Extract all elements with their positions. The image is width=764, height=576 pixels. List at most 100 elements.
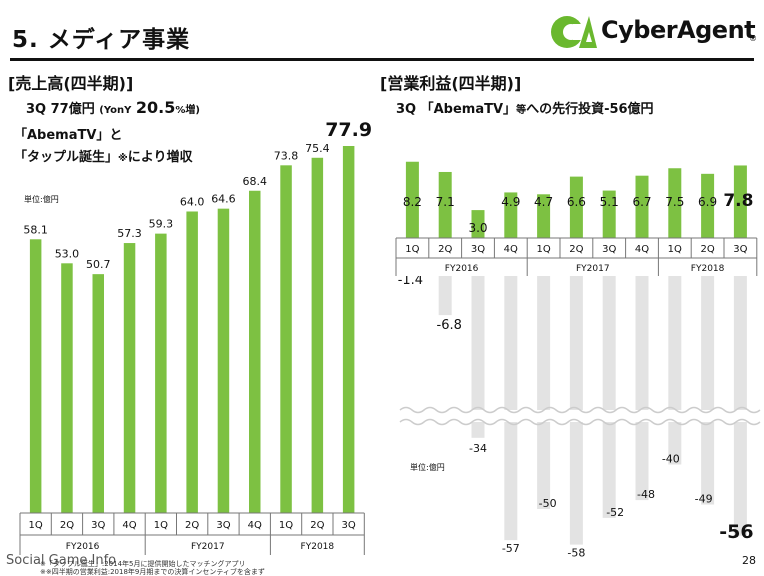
profit-headline-small: 等 <box>516 105 527 116</box>
profit-bar <box>471 210 485 238</box>
profit-bar <box>602 190 616 238</box>
profit-investment-bar <box>569 258 583 545</box>
revenue-tick-label: 4Q <box>248 520 262 531</box>
revenue-bar <box>61 263 73 513</box>
revenue-bar <box>217 208 230 513</box>
logo-mark-icon <box>551 16 597 48</box>
profit-tick-label: 2Q <box>569 244 583 255</box>
revenue-bar <box>155 233 167 513</box>
profit-investment-bar <box>602 258 616 518</box>
profit-group-label: FY2018 <box>691 264 725 274</box>
profit-tick-label: 3Q <box>733 244 747 255</box>
profit-investment-label: -1.4 <box>398 273 423 288</box>
footer-notes: ※「タップル誕生」:2014年5月に提供開始したマッチングアプリ ※※四半期の営… <box>40 560 265 576</box>
revenue-bar <box>186 211 198 514</box>
profit-tick-label: 4Q <box>635 244 649 255</box>
revenue-tick-label: 1Q <box>29 520 43 531</box>
profit-bar <box>733 165 747 238</box>
title-underline <box>10 58 754 61</box>
revenue-group-label: FY2018 <box>301 542 335 552</box>
profit-headline: 3Q 「AbemaTV」等への先行投資-56億円 <box>396 98 654 117</box>
revenue-tick-label: 2Q <box>310 520 324 531</box>
profit-headline-a: 3Q 「AbemaTV」 <box>396 102 517 117</box>
revenue-tick-label: 2Q <box>60 520 74 531</box>
revenue-note-mark: ※ <box>118 153 128 164</box>
profit-investment-label: -34 <box>469 442 487 455</box>
footer-note-2: ※※四半期の営業利益:2018年9月期までの決算インセンティブを含まず <box>40 568 265 576</box>
profit-value-label: 3.0 <box>468 221 487 235</box>
revenue-value-label: 68.4 <box>243 175 268 188</box>
revenue-group-label: FY2016 <box>66 542 100 552</box>
revenue-headline-pct: 20.5 <box>135 98 176 117</box>
profit-axis-break-line <box>399 418 761 426</box>
profit-section-title: [営業利益(四半期)] <box>380 74 522 93</box>
profit-tick-label: 3Q <box>602 244 616 255</box>
profit-value-label: 7.1 <box>436 195 455 209</box>
profit-value-label: 5.1 <box>600 195 619 209</box>
footer-note-1: ※「タップル誕生」:2014年5月に提供開始したマッチングアプリ <box>40 560 246 568</box>
revenue-tick-label: 1Q <box>279 520 293 531</box>
revenue-note-tail: により増収 <box>127 150 193 165</box>
profit-bar <box>537 194 551 238</box>
profit-investment-label: -40 <box>662 453 680 466</box>
revenue-value-label: 50.7 <box>86 258 111 271</box>
revenue-tick-label: 2Q <box>185 520 199 531</box>
profit-bar <box>504 192 518 238</box>
profit-investment-bar <box>537 258 551 509</box>
profit-value-label: 6.9 <box>698 195 717 209</box>
profit-bar <box>668 168 682 238</box>
revenue-group-label: FY2017 <box>191 542 225 552</box>
revenue-value-label: 77.9 <box>325 119 372 141</box>
profit-tick-label: 1Q <box>536 244 550 255</box>
profit-investment-bar <box>504 258 518 541</box>
revenue-value-label: 73.8 <box>274 149 299 162</box>
revenue-value-label: 59.3 <box>149 218 174 231</box>
logo-registered-mark: ® <box>749 34 757 43</box>
profit-investment-bar <box>635 258 649 501</box>
profit-investment-bar <box>701 258 715 505</box>
revenue-value-label: 53.0 <box>55 247 80 260</box>
profit-bar <box>701 173 715 238</box>
profit-group-label: FY2017 <box>576 264 610 274</box>
slide-title: 5. メディア事業 <box>12 27 191 53</box>
profit-investment-label: -57 <box>502 542 520 555</box>
profit-investment-label: -52 <box>606 506 624 519</box>
revenue-tick-label: 3Q <box>342 520 356 531</box>
profit-investment-bar <box>471 258 485 438</box>
revenue-unit-label: 単位:億円 <box>24 194 59 204</box>
profit-tick-label: 4Q <box>504 244 518 255</box>
profit-investment-bar <box>668 258 682 465</box>
revenue-headline: 3Q 77億円 (YonY 20.5%増) <box>26 98 200 117</box>
profit-investment-label: -50 <box>539 497 557 510</box>
profit-value-label: 7.5 <box>665 195 684 209</box>
profit-investment-label: -56 <box>719 521 753 543</box>
profit-tick-label: 3Q <box>471 244 485 255</box>
revenue-bar <box>342 146 355 513</box>
profit-bar <box>405 161 419 238</box>
revenue-section-title: [売上高(四半期)] <box>8 74 134 93</box>
revenue-bar <box>29 239 42 513</box>
profit-group-label: FY2016 <box>445 264 479 274</box>
profit-axis-break-line <box>399 406 761 414</box>
profit-value-label: 4.9 <box>501 195 520 209</box>
profit-axis-background <box>396 238 757 276</box>
company-logo: CyberAgent ® <box>549 12 759 52</box>
revenue-bar <box>123 243 136 514</box>
profit-value-label: 6.7 <box>632 195 651 209</box>
profit-tick-label: 2Q <box>438 244 452 255</box>
revenue-headline-pct-suffix: %増) <box>175 105 200 116</box>
revenue-tick-label: 3Q <box>216 520 230 531</box>
profit-value-label: 8.2 <box>403 195 422 209</box>
profit-investment-label: -58 <box>567 547 585 560</box>
profit-value-label: 7.8 <box>723 191 753 211</box>
revenue-bar <box>280 165 292 513</box>
revenue-tick-label: 4Q <box>122 520 136 531</box>
profit-tick-label: 2Q <box>700 244 714 255</box>
revenue-value-label: 58.1 <box>23 223 48 236</box>
revenue-bar <box>92 274 104 513</box>
profit-investment-label: -6.8 <box>437 318 462 333</box>
revenue-note-main: 「タップル誕生」 <box>14 150 119 165</box>
profit-value-label: 6.6 <box>567 195 586 209</box>
profit-investment-label: -49 <box>695 493 713 506</box>
